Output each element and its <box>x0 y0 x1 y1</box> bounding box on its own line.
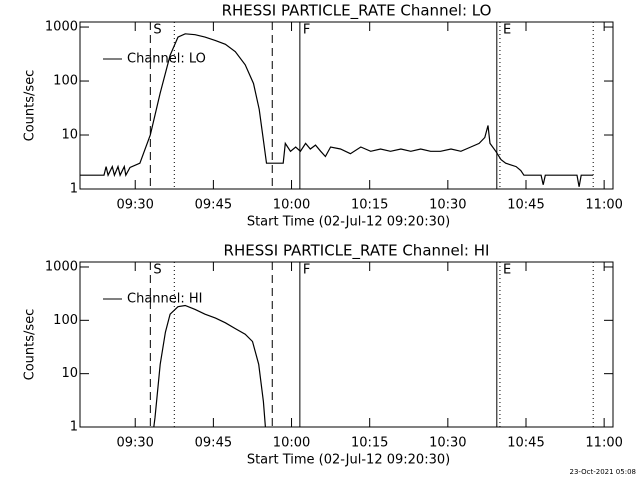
x-tick-label: 10:00 <box>273 436 310 451</box>
x-tick-label: 09:30 <box>116 436 153 451</box>
marker-label: E <box>503 263 511 278</box>
series-line <box>153 304 267 427</box>
y-tick-label: 10 <box>61 128 78 143</box>
legend-label: Channel: HI <box>127 292 203 307</box>
y-tick-label: 1000 <box>45 20 78 35</box>
x-tick-label: 10:30 <box>429 436 466 451</box>
chart-title: RHESSI PARTICLE_RATE Channel: HI <box>224 242 490 261</box>
y-tick-label: 100 <box>53 313 78 328</box>
marker-label: F <box>303 263 310 278</box>
y-axis-title: Counts/sec <box>23 70 38 142</box>
legend-label: Channel: LO <box>127 52 206 67</box>
x-tick-label: 10:45 <box>507 198 544 213</box>
x-tick-label: 10:45 <box>507 436 544 451</box>
footer: 23-Oct-2021 05:08 <box>570 468 636 476</box>
marker-label: S <box>153 263 161 278</box>
x-tick-label: 09:30 <box>116 198 153 213</box>
y-tick-label: 100 <box>53 74 78 89</box>
y-axis-title: Counts/sec <box>23 309 38 381</box>
plot-area <box>80 33 594 187</box>
x-axis-title: Start Time (02-Jul-12 09:20:30) <box>247 215 450 230</box>
series-line <box>80 33 594 187</box>
y-tick-label: 10 <box>61 366 78 381</box>
chart-title: RHESSI PARTICLE_RATE Channel: LO <box>222 2 492 21</box>
plot-frame <box>79 21 614 190</box>
marker-label: F <box>303 23 310 38</box>
marker-label: S <box>153 23 161 38</box>
plot-frame <box>79 261 614 428</box>
y-tick-label: 1 <box>70 182 78 197</box>
x-axis-title: Start Time (02-Jul-12 09:20:30) <box>247 453 450 468</box>
y-tick-label: 1000 <box>45 259 78 274</box>
x-tick-label: 11:00 <box>585 198 622 213</box>
x-tick-label: 10:00 <box>273 198 310 213</box>
x-tick-label: 11:00 <box>585 436 622 451</box>
marker-label: E <box>503 23 511 38</box>
y-tick-label: 1 <box>70 420 78 435</box>
x-tick-label: 10:15 <box>351 198 388 213</box>
x-tick-label: 10:30 <box>429 198 466 213</box>
x-tick-label: 09:45 <box>195 198 232 213</box>
x-tick-label: 09:45 <box>195 436 232 451</box>
x-tick-label: 10:15 <box>351 436 388 451</box>
plot-area <box>153 304 267 427</box>
